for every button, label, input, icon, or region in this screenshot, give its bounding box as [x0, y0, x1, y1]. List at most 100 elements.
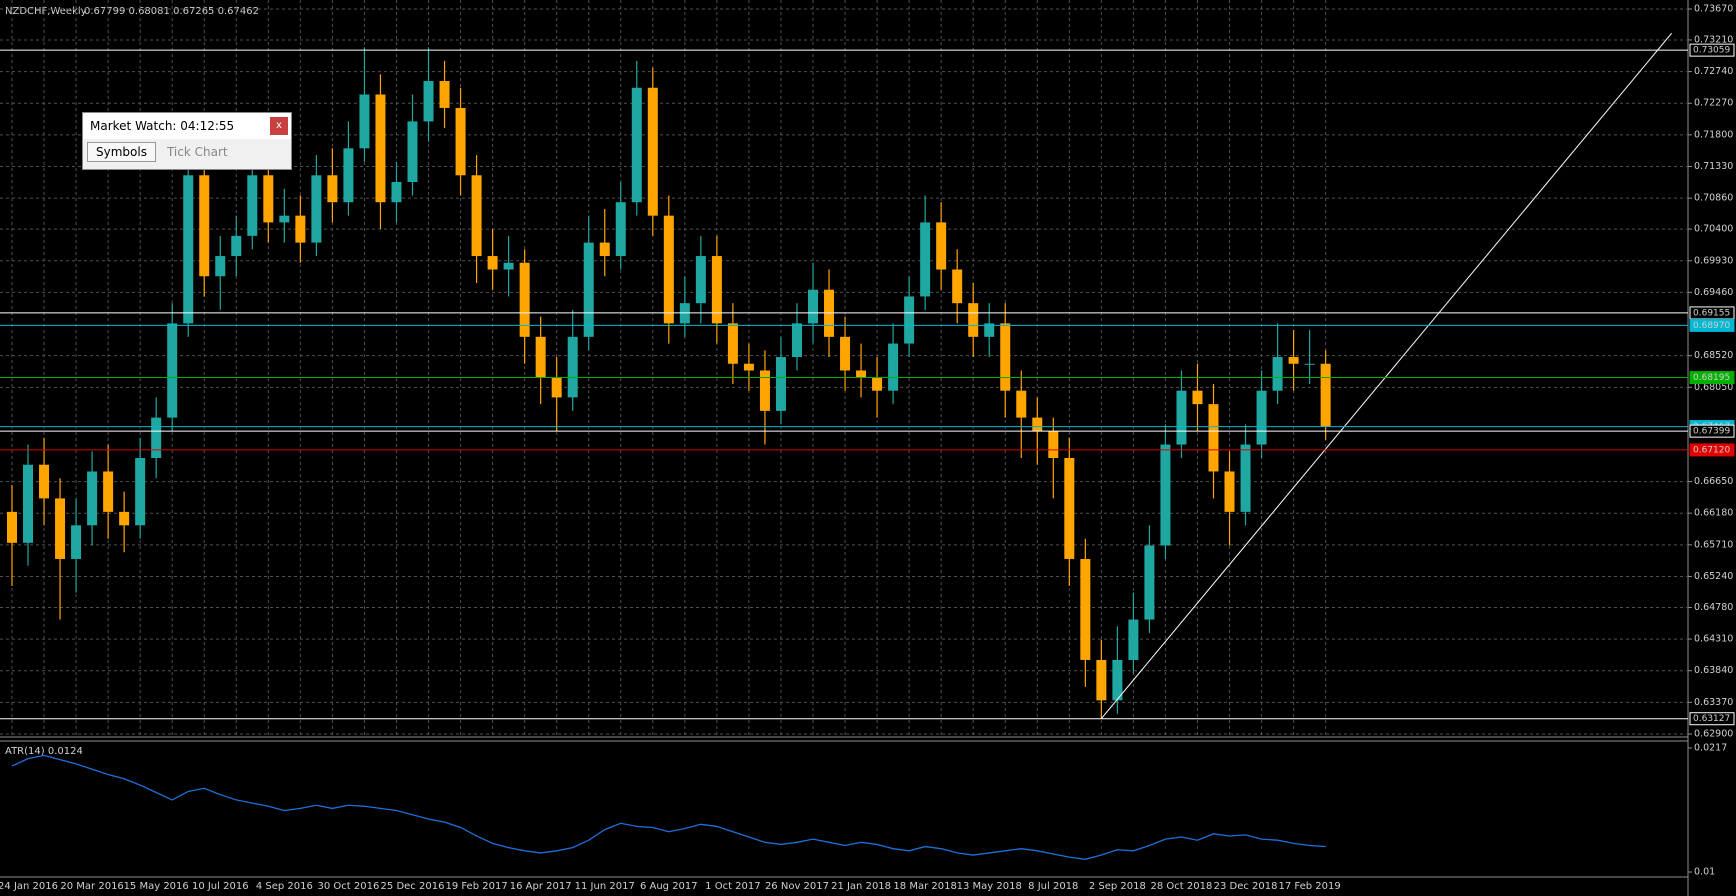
tab[interactable]: Symbols: [87, 142, 156, 162]
chart-subtitle: 0.67799 0.68081 0.67265 0.67462: [84, 6, 259, 17]
candle-body: [503, 262, 514, 270]
candle-body: [103, 471, 114, 512]
y-tick-label: 0.63370: [1694, 697, 1733, 708]
trendline: [1100, 32, 1673, 719]
candle-body: [695, 256, 706, 304]
x-tick-label: 18 Mar 2018: [893, 881, 956, 892]
candle-body: [663, 215, 674, 324]
y-tick-label: 0.64780: [1694, 602, 1733, 613]
candle-body: [7, 511, 17, 543]
candle-body: [327, 175, 338, 203]
candle-body: [439, 81, 450, 108]
candle-body: [1048, 431, 1059, 459]
x-tick-label: 20 Mar 2016: [60, 881, 123, 892]
candle-body: [343, 148, 354, 203]
candle-body: [295, 215, 306, 243]
x-tick-label: 17 Feb 2019: [1278, 881, 1340, 892]
x-tick-label: 16 Apr 2017: [510, 881, 572, 892]
close-button[interactable]: x: [270, 117, 288, 135]
candle-body: [199, 175, 210, 277]
x-tick-label: 8 Jul 2018: [1028, 881, 1078, 892]
candle-body: [791, 323, 802, 358]
candle-body: [87, 471, 98, 526]
x-tick-label: 24 Jan 2016: [0, 881, 58, 892]
candle-body: [535, 336, 546, 378]
candle-body: [391, 182, 402, 203]
level-label: 0.68970: [1693, 321, 1730, 331]
candle-body: [952, 269, 963, 304]
y-tick-label: 0.73670: [1694, 4, 1733, 15]
window-title-bar: Market Watch: 04:12:55 x: [83, 113, 291, 139]
candle-body: [727, 323, 738, 364]
x-tick-label: 11 Jun 2017: [575, 881, 635, 892]
candle-body: [183, 175, 194, 324]
candle-body: [375, 94, 386, 203]
candle-body: [759, 370, 770, 411]
window-title: Market Watch: 04:12:55: [90, 119, 235, 133]
y-tick-label: 0.01: [1694, 867, 1715, 878]
candle-body: [1192, 390, 1203, 405]
y-tick-label: 0.70860: [1694, 193, 1733, 204]
candle-body: [583, 242, 594, 337]
candle-body: [1176, 390, 1187, 445]
x-tick-label: 4 Sep 2016: [256, 881, 313, 892]
candle-body: [135, 458, 146, 526]
candle-body: [1096, 659, 1107, 701]
candle-body: [968, 303, 979, 337]
y-tick-label: 0.64310: [1694, 634, 1733, 645]
x-tick-label: 23 Dec 2018: [1214, 881, 1278, 892]
x-tick-label: 25 Dec 2016: [381, 881, 445, 892]
tab-bar: Symbols Tick Chart: [83, 139, 291, 165]
candle-body: [1144, 545, 1155, 620]
x-tick-label: 6 Aug 2017: [640, 881, 698, 892]
x-tick-label: 1 Oct 2017: [705, 881, 760, 892]
candle-body: [279, 215, 290, 223]
market-watch-window: Market Watch: 04:12:55 x Symbols Tick Ch…: [82, 112, 292, 170]
candle-body: [311, 175, 322, 243]
candle-body: [1288, 357, 1299, 364]
candle-body: [1032, 417, 1043, 432]
level-label-box: [1689, 443, 1735, 457]
tab[interactable]: Tick Chart: [166, 145, 228, 159]
candle-body: [888, 343, 899, 391]
level-label: 0.73059: [1693, 46, 1730, 56]
candle-body: [808, 289, 818, 324]
candle-body: [647, 87, 658, 216]
x-tick-label: 26 Nov 2017: [765, 881, 829, 892]
y-tick-label: 0.73210: [1694, 34, 1733, 45]
candle-body: [1320, 363, 1331, 428]
y-tick-label: 0.66650: [1694, 476, 1733, 487]
y-tick-label: 0.62900: [1694, 729, 1733, 740]
candle-body: [1080, 558, 1091, 660]
candle-body: [920, 222, 931, 297]
y-tick-label: 0.72270: [1694, 98, 1733, 109]
level-label: 0.67120: [1693, 445, 1730, 455]
candle-body: [471, 175, 482, 257]
candle-body: [743, 363, 754, 371]
candle-body: [775, 357, 786, 411]
candle-body: [1208, 404, 1219, 472]
candle-body: [231, 235, 242, 257]
candle-body: [711, 256, 722, 324]
level-label: 0.69155: [1693, 308, 1730, 318]
candle-body: [551, 377, 562, 398]
candle-body: [519, 262, 530, 337]
y-tick-label: 0.66180: [1694, 508, 1733, 519]
x-tick-label: 19 Feb 2017: [445, 881, 507, 892]
candle-body: [840, 336, 851, 371]
candle-body: [407, 121, 418, 183]
candle-body: [936, 222, 947, 270]
candle-body: [167, 323, 178, 418]
y-tick-label: 0.0217: [1694, 743, 1727, 754]
candle-body: [455, 107, 466, 176]
candle-body: [1016, 390, 1027, 418]
candle-body: [856, 370, 867, 378]
candle-body: [599, 242, 610, 257]
level-label: 0.63127: [1693, 714, 1730, 724]
x-tick-label: 28 Oct 2018: [1151, 881, 1213, 892]
level-label-box: [1689, 43, 1735, 57]
candle-body: [872, 377, 883, 391]
y-tick-label: 0.72740: [1694, 66, 1733, 77]
candle-body: [23, 464, 34, 543]
